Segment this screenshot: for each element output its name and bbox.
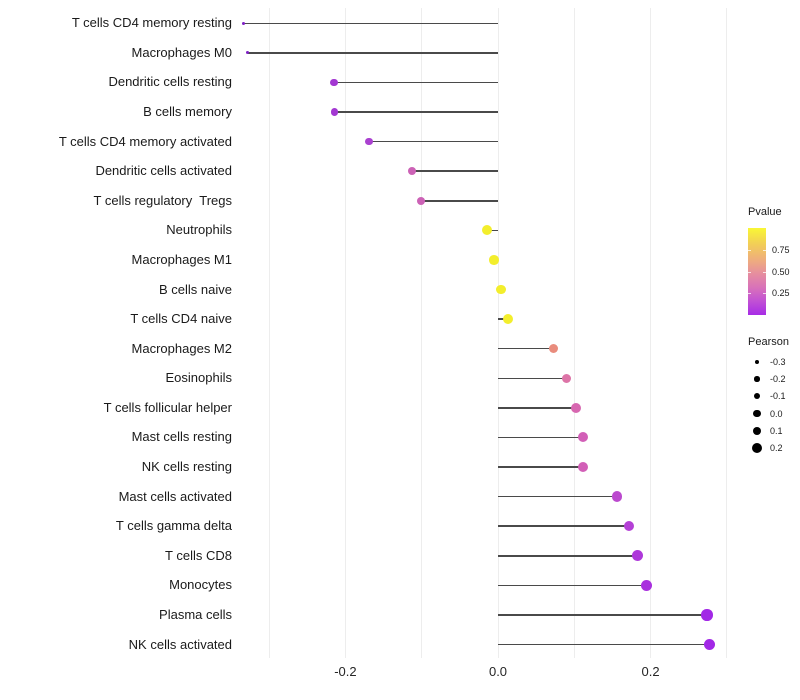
lollipop-line <box>498 555 638 557</box>
y-axis-label: NK cells resting <box>141 459 232 475</box>
lollipop-dot <box>489 255 499 265</box>
y-axis-label: Macrophages M1 <box>131 251 232 267</box>
lollipop-line <box>498 614 708 616</box>
pearson-legend-label: 0.0 <box>770 408 783 419</box>
gridline <box>421 8 423 658</box>
lollipop-line <box>247 52 498 54</box>
y-axis-label: Mast cells activated <box>118 488 232 504</box>
lollipop-line <box>420 200 498 202</box>
lollipop-dot <box>330 78 338 87</box>
lollipop-line <box>369 140 498 143</box>
y-axis-label: Neutrophils <box>166 222 232 238</box>
pearson-legend-dot <box>752 426 762 436</box>
lollipop-line <box>498 643 710 646</box>
lollipop-dot <box>578 462 589 473</box>
lollipop-dot <box>416 196 425 205</box>
y-axis-label: B cells naive <box>159 281 232 297</box>
lollipop-dot <box>570 402 581 413</box>
lollipop-dot <box>623 520 635 532</box>
x-tick-label: 0.0 <box>488 664 508 679</box>
lollipop-line <box>498 347 554 350</box>
pearson-legend-dot <box>754 376 760 382</box>
pearson-legend-label: -0.2 <box>770 374 786 384</box>
y-axis-label: Dendritic cells activated <box>95 163 232 179</box>
lollipop-line <box>498 436 583 439</box>
lollipop-dot <box>242 21 246 25</box>
y-axis-label: T cells CD4 memory activated <box>58 133 232 149</box>
y-axis-label: T cells follicular helper <box>103 399 232 415</box>
lollipop-line <box>498 407 576 409</box>
lollipop-dot <box>548 343 559 354</box>
gridline <box>344 8 346 658</box>
lollipop-line <box>498 495 618 498</box>
pvalue-bar-tick <box>748 249 751 251</box>
lollipop-line <box>333 81 498 84</box>
lollipop-dot <box>561 373 572 384</box>
y-axis-label: T cells CD4 memory resting <box>71 15 232 31</box>
x-tick-label: -0.2 <box>334 664 357 679</box>
lollipop-dot <box>703 638 716 651</box>
pearson-legend-dot <box>753 409 761 418</box>
y-axis-label: Macrophages M0 <box>131 44 232 60</box>
lollipop-dot <box>407 167 416 176</box>
lollipop-line <box>498 466 584 468</box>
pvalue-legend-title: Pvalue <box>748 206 782 218</box>
lollipop-dot <box>365 137 373 146</box>
lollipop-line <box>498 525 630 527</box>
y-axis-label: Eosinophils <box>165 370 233 386</box>
pvalue-bar-tick <box>763 293 766 295</box>
gridline <box>650 8 652 658</box>
pearson-legend-label: -0.1 <box>770 391 786 402</box>
lollipop-dot <box>330 108 339 116</box>
y-axis-label: T cells gamma delta <box>115 518 232 534</box>
lollipop-dot <box>502 314 513 325</box>
y-axis-label: Mast cells resting <box>131 429 232 445</box>
lollipop-line <box>411 170 498 172</box>
pvalue-bar-tick <box>748 271 751 273</box>
lollipop-dot <box>611 491 623 502</box>
y-axis-label: B cells memory <box>143 104 232 120</box>
lollipop-dot <box>640 579 652 591</box>
y-axis-label: Macrophages M2 <box>131 340 232 356</box>
gridline <box>497 8 499 658</box>
lollipop-dot <box>577 432 588 443</box>
gridline <box>726 8 728 658</box>
pvalue-bar-tick <box>763 249 766 251</box>
pvalue-bar-tick <box>748 293 751 295</box>
pearson-legend-label: 0.1 <box>770 425 783 436</box>
x-tick-label: 0.2 <box>641 664 660 679</box>
lollipop-dot <box>496 284 506 295</box>
lollipop-dot <box>246 51 250 55</box>
pearson-legend-label: 0.2 <box>770 443 783 454</box>
pvalue-tick-label: 0.50 <box>772 266 790 277</box>
y-axis-label: T cells CD8 <box>165 547 232 563</box>
pearson-legend-label: -0.3 <box>770 356 786 367</box>
pearson-legend-dot <box>755 359 759 364</box>
y-axis-label: Plasma cells <box>159 606 232 622</box>
pearson-legend-dot <box>752 443 762 454</box>
y-axis-label: T cells CD4 naive <box>130 311 232 327</box>
lollipop-line <box>498 377 567 380</box>
pvalue-bar-tick <box>763 271 766 273</box>
lollipop-dot <box>482 225 493 236</box>
y-axis-label: T cells regulatory Tregs <box>93 192 232 208</box>
gridline <box>268 8 270 658</box>
lollipop-dot <box>632 550 644 562</box>
pvalue-tick-label: 0.75 <box>772 244 790 255</box>
lollipop-line <box>498 584 647 587</box>
pvalue-tick-label: 0.25 <box>772 288 790 299</box>
y-axis-label: NK cells activated <box>128 636 232 652</box>
pearson-legend-dot <box>753 393 761 400</box>
pearson-legend-title: Pearson <box>748 336 789 348</box>
pvalue-gradient-bar <box>748 228 766 315</box>
lollipop-line <box>487 229 498 232</box>
lollipop-dot <box>701 609 713 621</box>
lollipop-line <box>243 22 498 25</box>
lollipop-line <box>334 111 498 113</box>
y-axis-label: Dendritic cells resting <box>108 74 232 90</box>
gridline <box>573 8 575 658</box>
y-axis-label: Monocytes <box>169 577 232 593</box>
